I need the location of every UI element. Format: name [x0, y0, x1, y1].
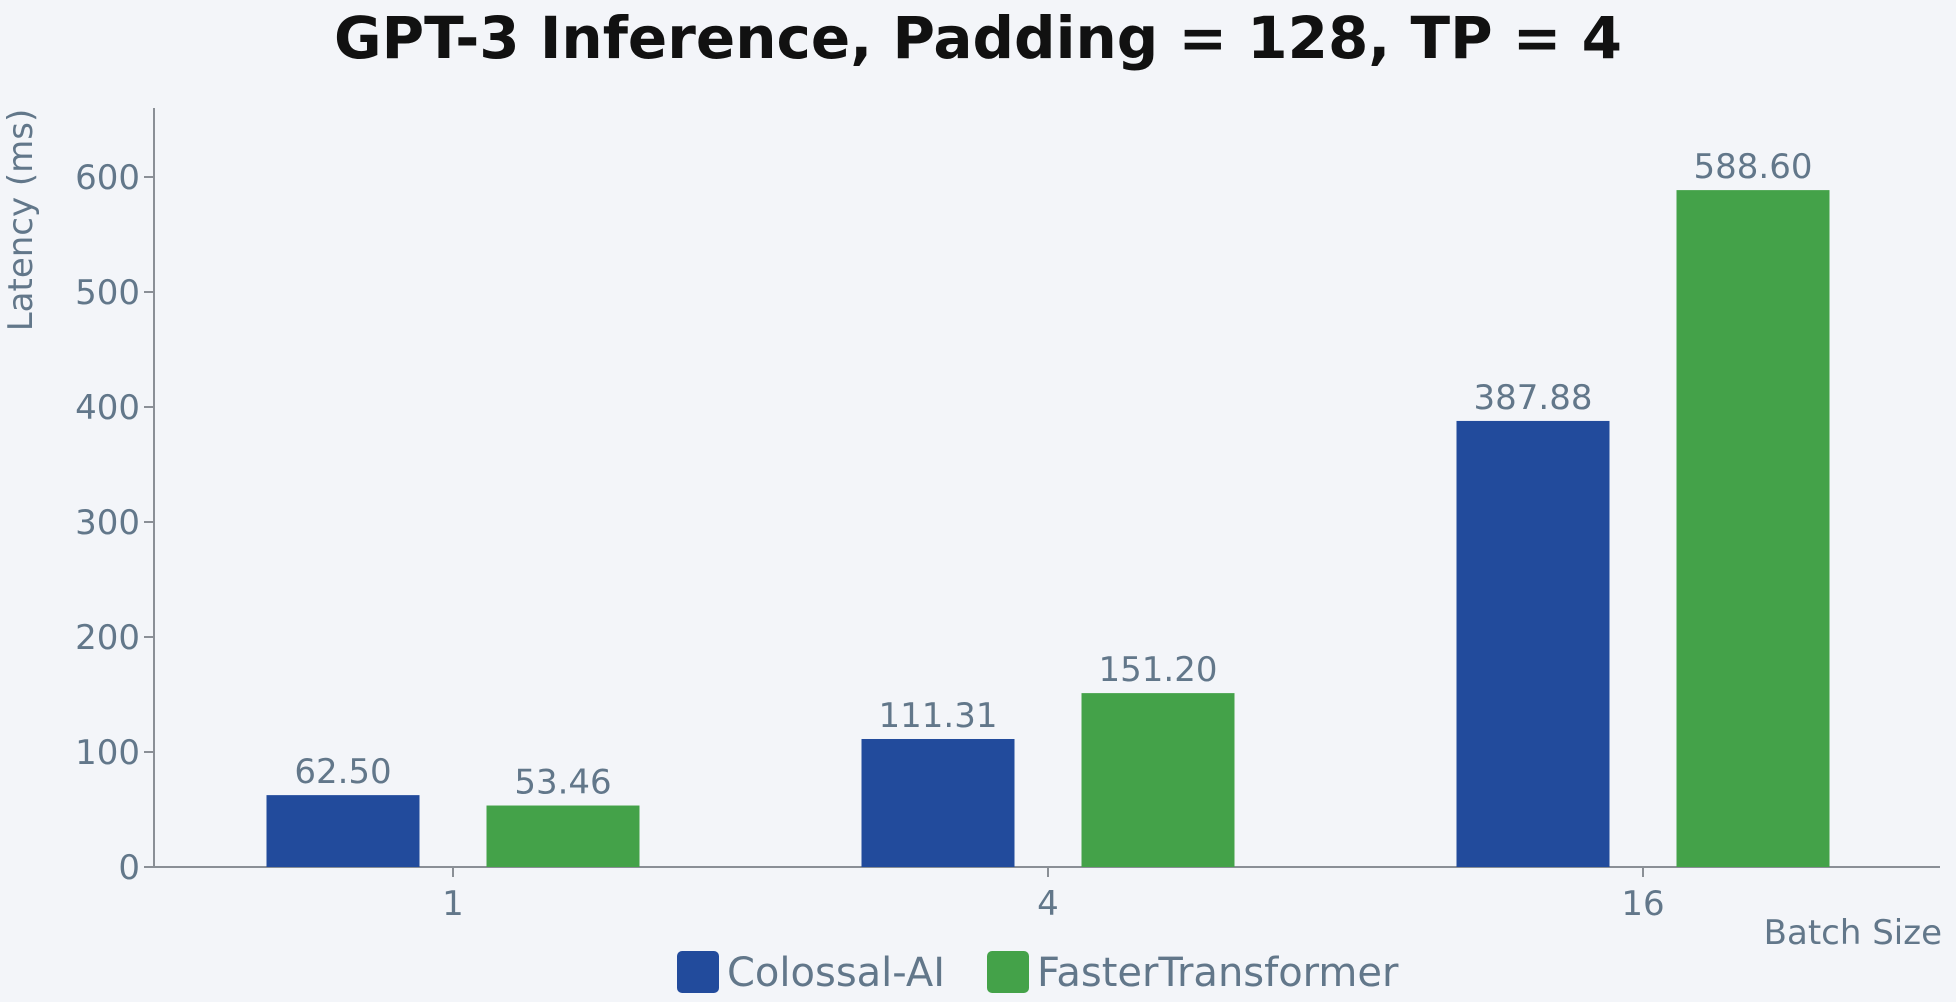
data-label: 53.46	[514, 763, 611, 803]
y-tick-label: 100	[75, 733, 140, 773]
data-label: 62.50	[294, 752, 391, 792]
data-label: 111.31	[879, 696, 998, 736]
legend-label: Colossal-AI	[727, 950, 945, 996]
x-ticks: 1 4 16	[442, 867, 1665, 924]
bar-colossal-ai	[266, 795, 420, 867]
data-label: 387.88	[1474, 378, 1593, 418]
legend: Colossal-AI FasterTransformer	[677, 950, 1399, 996]
bars	[266, 190, 1830, 868]
y-tick-label: 500	[75, 273, 140, 313]
y-tick-label: 0	[118, 848, 140, 888]
bar-colossal-ai	[1456, 420, 1610, 867]
bar-colossal-ai	[861, 738, 1015, 867]
data-label: 151.20	[1099, 650, 1218, 690]
y-tick-label: 600	[75, 158, 140, 198]
x-axis-title: Batch Size	[1764, 913, 1942, 953]
bar-fastertransformer	[1081, 693, 1235, 867]
y-tick-label: 400	[75, 388, 140, 428]
chart-title: GPT-3 Inference, Padding = 128, TP = 4	[334, 4, 1622, 72]
x-tick-label: 4	[1037, 884, 1059, 924]
y-ticks: 0 100 200 300 400 500 600	[75, 158, 154, 888]
bar-fastertransformer	[486, 805, 640, 867]
y-tick-label: 200	[75, 618, 140, 658]
x-tick-label: 16	[1621, 884, 1664, 924]
bar-fastertransformer	[1676, 190, 1830, 868]
data-label: 588.60	[1694, 147, 1813, 187]
legend-swatch	[987, 951, 1029, 993]
x-tick-label: 1	[442, 884, 464, 924]
y-tick-label: 300	[75, 503, 140, 543]
data-labels: 62.50 111.31 387.88 53.46 151.20 588.60	[294, 147, 1812, 802]
legend-swatch	[677, 951, 719, 993]
y-axis-title: Latency (ms)	[1, 109, 41, 332]
legend-label: FasterTransformer	[1037, 950, 1399, 996]
